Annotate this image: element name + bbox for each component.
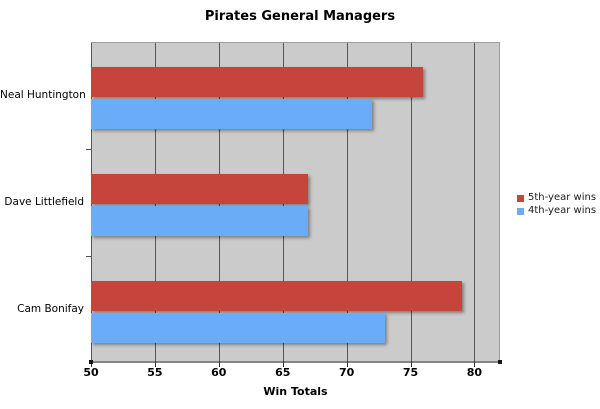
bar-4th-year-wins-dave-littlefield bbox=[91, 206, 309, 236]
gridline-x-80 bbox=[474, 43, 476, 362]
plot-border-top bbox=[91, 42, 500, 43]
chart-title: Pirates General Managers bbox=[204, 9, 396, 24]
x-axis-tick-label-55: 55 bbox=[147, 366, 163, 379]
category-label-cam-bonifay: Cam Bonifay bbox=[17, 303, 84, 315]
category-axis: Neal Huntington Dave Littlefield Cam Bonif… bbox=[0, 42, 86, 363]
x-tick-70 bbox=[346, 361, 348, 367]
plot-area bbox=[86, 42, 502, 367]
category-label-dave-littlefield: Dave Littlefield bbox=[4, 196, 84, 208]
bar-4th-year-wins-neal-huntington bbox=[91, 99, 373, 129]
legend-swatch-icon bbox=[517, 207, 524, 215]
x-axis-tick-label-70: 70 bbox=[338, 366, 355, 379]
bar-4th-year-wins-cam-bonifay bbox=[91, 313, 385, 343]
x-tick-80 bbox=[474, 361, 476, 367]
x-tick-75 bbox=[410, 361, 412, 367]
y-axis-tick bbox=[86, 149, 91, 150]
y-axis-tick bbox=[86, 256, 91, 257]
legend-item-5th-year-wins: 5th-year wins bbox=[517, 192, 596, 204]
gridline-x-75 bbox=[410, 43, 412, 362]
bar-5th-year-wins-neal-huntington bbox=[91, 67, 424, 97]
legend-label: 5th-year wins bbox=[528, 192, 597, 203]
x-axis-tick-label-80: 80 bbox=[466, 366, 483, 379]
legend-item-4th-year-wins: 4th-year wins bbox=[517, 205, 596, 217]
x-tick-60 bbox=[218, 361, 220, 367]
x-axis-start-marker bbox=[89, 360, 93, 364]
legend-swatch-icon bbox=[517, 194, 524, 202]
x-tick-65 bbox=[282, 361, 284, 367]
x-axis-title: Win Totals bbox=[263, 385, 328, 398]
x-tick-55 bbox=[154, 361, 156, 367]
bar-5th-year-wins-dave-littlefield bbox=[91, 174, 309, 204]
x-axis-tick-label-50: 50 bbox=[83, 366, 99, 379]
x-axis-tick-label-65: 65 bbox=[275, 366, 291, 379]
x-axis-tick-labels: 50 55 60 65 70 75 80 bbox=[83, 366, 500, 380]
x-axis-tick-label-75: 75 bbox=[402, 366, 419, 379]
x-axis-tick-label-60: 60 bbox=[211, 366, 227, 379]
legend: 5th-year wins 4th-year wins bbox=[517, 192, 596, 218]
category-label-neal-huntington: Neal Huntington bbox=[0, 89, 86, 101]
gridline-x-70 bbox=[346, 43, 348, 362]
plot-border-right bbox=[499, 42, 500, 363]
x-axis-line bbox=[91, 361, 500, 363]
bar-5th-year-wins-cam-bonifay bbox=[91, 281, 462, 311]
legend-label: 4th-year wins bbox=[528, 205, 597, 216]
x-axis-end-marker bbox=[498, 360, 502, 364]
x-tick-50 bbox=[91, 361, 92, 367]
